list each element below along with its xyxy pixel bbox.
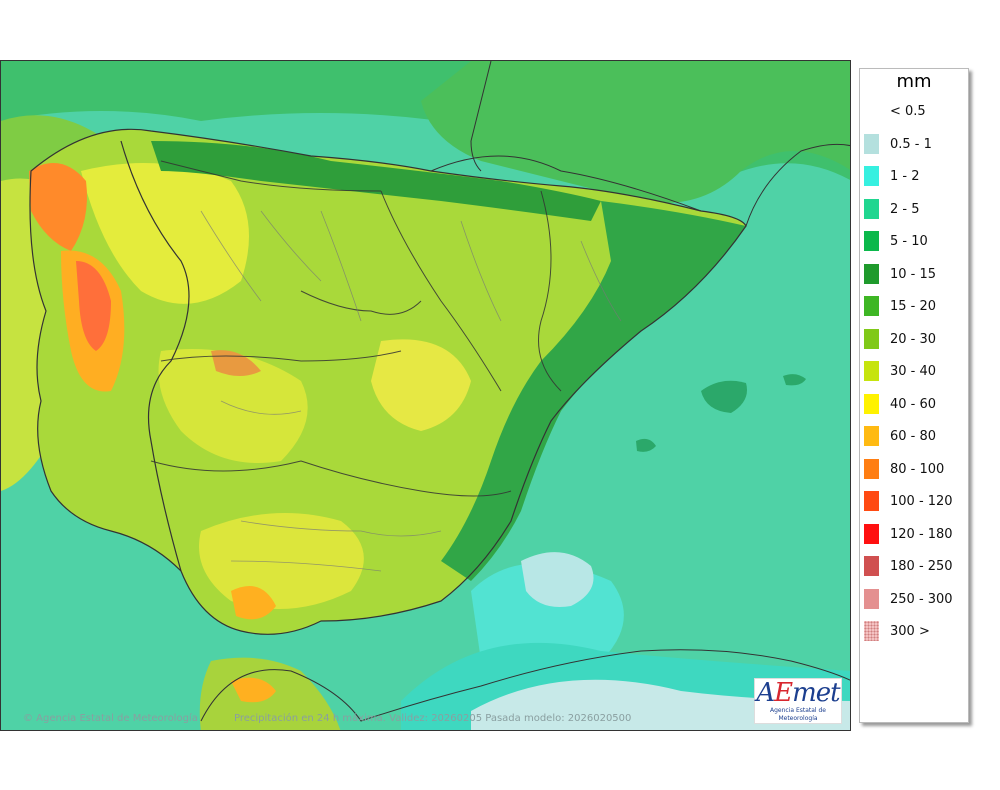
legend-label: 250 - 300	[890, 591, 953, 607]
legend-swatch	[864, 263, 879, 284]
legend-swatch	[864, 491, 879, 511]
legend-label: 300 >	[890, 624, 930, 639]
legend-item: 120 - 180	[864, 523, 964, 544]
legend-swatch	[864, 166, 879, 186]
malaga-precip	[231, 586, 276, 620]
legend-label: 1 - 2	[890, 169, 920, 184]
legend-item: 15 - 20	[864, 296, 964, 316]
legend-item: 1 - 2	[864, 166, 964, 186]
legend-label: < 0.5	[890, 104, 926, 119]
ibiza-island	[636, 438, 656, 452]
legend-label: 180 - 250	[890, 559, 953, 574]
portugal-peak-precip	[76, 261, 111, 351]
legend-label: 100 - 120	[890, 494, 953, 509]
legend-item: 60 - 80	[864, 426, 964, 446]
legend-swatch	[864, 523, 879, 544]
legend-swatch	[864, 556, 879, 576]
legend-item: 20 - 30	[864, 328, 964, 349]
legend-item: 10 - 15	[864, 263, 964, 284]
pyrenees-border	[430, 155, 702, 212]
legend-label: 10 - 15	[890, 266, 937, 282]
legend-swatch	[864, 621, 879, 641]
mallorca-island	[701, 380, 747, 413]
logo-letter-e: E	[774, 678, 793, 708]
france-east-border	[470, 61, 492, 172]
legend-item: 2 - 5	[864, 198, 964, 219]
legend-swatch	[864, 458, 879, 479]
precipitation-map: © Agencia Estatal de Meteorología Precip…	[0, 60, 851, 731]
legend-item: 300 >	[864, 621, 964, 641]
legend-label: 20 - 30	[890, 331, 937, 347]
sea-light-zone	[521, 552, 594, 607]
map-caption: Precipitación en 24 h máxima. Validez: 2…	[234, 713, 632, 724]
legend-label: 40 - 60	[890, 396, 937, 412]
legend-item: 40 - 60	[864, 393, 964, 414]
legend-label: 80 - 100	[890, 461, 945, 477]
map-canvas	[1, 61, 850, 730]
legend-label: 120 - 180	[890, 526, 953, 542]
legend-label: 15 - 20	[890, 299, 937, 314]
legend-item: 250 - 300	[864, 588, 964, 609]
provincial-borders	[200, 210, 622, 572]
legend-label: 30 - 40	[890, 364, 937, 379]
precipitation-legend: mm < 0.5 0.5 - 1 1 - 2 2 - 5 5 - 10 10 - 15 15…	[859, 68, 969, 723]
legend-swatch	[864, 393, 879, 414]
north-africa-coast	[200, 649, 850, 722]
legend-item: 100 - 120	[864, 491, 964, 511]
legend-item: 180 - 250	[864, 556, 964, 576]
morocco-precip	[231, 677, 276, 703]
legend-label: 0.5 - 1	[890, 136, 932, 152]
yellow-zone-center	[371, 339, 471, 431]
legend-swatch	[864, 198, 879, 219]
france-south-coast	[745, 143, 850, 227]
green-zone-east	[441, 201, 746, 581]
menorca-island	[783, 374, 806, 386]
legend-item: < 0.5	[864, 101, 964, 121]
legend-swatch	[864, 328, 879, 349]
legend-item: 5 - 10	[864, 231, 964, 251]
logo-letter-a: A	[756, 678, 775, 708]
legend-swatch	[864, 296, 879, 316]
legend-item: 0.5 - 1	[864, 133, 964, 154]
yellow-zone-south	[199, 513, 364, 609]
galicia-high-precip	[29, 163, 87, 251]
aemet-logo: AEmet Agencia Estatal de Meteorología	[754, 678, 842, 724]
legend-swatch	[864, 231, 879, 251]
legend-title: mm	[896, 71, 932, 92]
legend-item: 80 - 100	[864, 458, 964, 479]
sierra-gredos-precip	[211, 350, 261, 376]
legend-swatch	[864, 426, 879, 446]
coastline-border	[29, 128, 747, 635]
aemet-logo-mark: AEmet	[755, 679, 841, 707]
legend-item: 30 - 40	[864, 361, 964, 381]
legend-label: 2 - 5	[890, 201, 920, 217]
legend-swatch	[864, 361, 879, 381]
legend-swatch	[864, 133, 879, 154]
legend-swatch	[864, 588, 879, 609]
dark-green-north	[151, 141, 601, 221]
regional-borders	[150, 160, 562, 497]
copyright-text: © Agencia Estatal de Meteorología	[23, 713, 198, 724]
legend-label: 60 - 80	[890, 429, 937, 444]
logo-letters-met: met	[792, 678, 840, 708]
legend-label: 5 - 10	[890, 234, 928, 249]
legend-swatch	[864, 101, 879, 121]
aemet-logo-subtitle: Agencia Estatal de Meteorología	[769, 707, 826, 722]
spain-portugal-border	[120, 140, 190, 572]
yellow-zone-northwest	[81, 163, 249, 304]
france-land	[421, 61, 850, 203]
